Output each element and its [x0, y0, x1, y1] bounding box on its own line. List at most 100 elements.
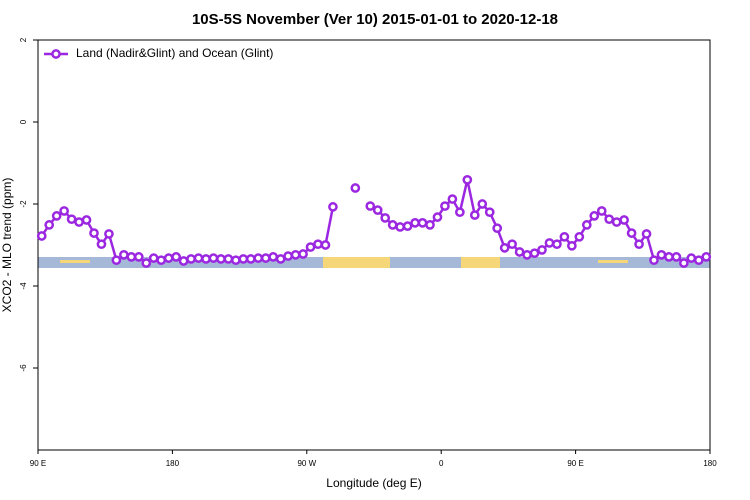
data-point — [111, 255, 122, 266]
data-point — [679, 258, 689, 268]
data-point — [119, 249, 129, 260]
data-point — [44, 220, 55, 230]
data-point — [148, 253, 159, 263]
data-point — [410, 218, 420, 228]
data-point — [432, 212, 443, 222]
data-point — [268, 252, 279, 262]
data-point — [492, 223, 503, 234]
y-tick-label: 2 — [19, 37, 28, 42]
data-point — [567, 240, 577, 251]
data-point — [89, 228, 99, 238]
data-point — [581, 220, 592, 230]
data-point — [656, 249, 667, 260]
y-tick-label: -4 — [19, 282, 28, 290]
data-point — [320, 240, 331, 250]
x-tick-label: 180 — [703, 459, 717, 468]
data-point — [664, 252, 674, 262]
data-point — [253, 253, 264, 263]
data-point — [417, 218, 428, 228]
data-point — [477, 199, 488, 209]
data-point — [484, 207, 495, 218]
data-point — [619, 215, 629, 225]
data-point — [66, 214, 77, 225]
data-point — [328, 202, 338, 212]
data-point — [499, 243, 510, 253]
data-point — [201, 254, 211, 264]
data-point — [141, 258, 152, 268]
data-point — [634, 239, 644, 250]
data-point — [611, 217, 622, 227]
data-point — [163, 253, 174, 263]
data-point — [350, 183, 361, 193]
data-point — [447, 194, 458, 204]
data-point — [193, 253, 204, 263]
data-point — [223, 254, 234, 264]
data-point — [372, 205, 383, 215]
data-point — [387, 220, 398, 230]
data-point — [365, 201, 376, 211]
data-point — [574, 231, 585, 242]
data-point — [313, 239, 323, 250]
data-point — [238, 254, 249, 264]
data-point — [671, 252, 682, 262]
x-tick-label: 90 E — [30, 459, 46, 468]
data-point — [156, 255, 167, 266]
data-point — [283, 251, 293, 261]
y-tick-label: -6 — [19, 364, 28, 372]
data-point — [507, 239, 517, 250]
data-point — [126, 252, 137, 262]
legend-label: Land (Nadir&Glint) and Ocean (Glint) — [76, 46, 273, 60]
data-point — [81, 215, 92, 225]
data-point — [469, 210, 480, 220]
x-tick-label: 90 E — [567, 459, 583, 468]
x-tick-label: 180 — [166, 459, 180, 468]
data-point — [245, 254, 256, 264]
data-point — [208, 253, 219, 263]
data-point — [178, 256, 189, 266]
data-point — [455, 207, 465, 218]
data-point — [701, 252, 712, 262]
data-point — [36, 231, 47, 241]
data-point — [290, 249, 301, 260]
data-point — [596, 206, 607, 216]
x-axis-label: Longitude (deg E) — [326, 476, 421, 490]
data-point — [649, 255, 659, 266]
data-point — [440, 201, 450, 211]
y-axis-label: XCO2 - MLO trend (ppm) — [0, 178, 14, 313]
x-tick-label: 0 — [439, 459, 444, 468]
land-ocean-band — [38, 257, 710, 268]
data-point — [305, 242, 316, 252]
land-band — [461, 257, 500, 268]
y-tick-label: -2 — [19, 200, 28, 208]
y-tick-label: 0 — [19, 119, 28, 124]
data-point — [171, 252, 181, 262]
data-point — [104, 229, 114, 239]
data-point — [260, 253, 271, 263]
data-point — [59, 206, 69, 216]
data-point — [552, 239, 562, 250]
x-tick-label: 90 W — [297, 459, 316, 468]
data-point — [96, 239, 107, 250]
chart-title: 10S-5S November (Ver 10) 2015-01-01 to 2… — [192, 11, 558, 28]
data-point — [686, 253, 697, 263]
data-point — [604, 214, 615, 225]
data-point — [380, 213, 391, 223]
data-point — [693, 255, 704, 266]
data-point — [544, 238, 555, 248]
data-point — [231, 255, 241, 266]
data-point — [51, 211, 62, 221]
data-point — [298, 249, 308, 259]
data-point — [529, 248, 540, 259]
data-point — [402, 221, 413, 231]
island-band — [598, 260, 628, 263]
island-band — [60, 260, 90, 263]
data-point — [589, 211, 600, 221]
data-point — [216, 254, 226, 264]
data-point — [626, 228, 637, 238]
data-point — [462, 174, 473, 185]
data-point — [641, 229, 652, 239]
land-band — [323, 257, 390, 268]
legend-marker — [51, 49, 61, 59]
data-point — [133, 252, 144, 262]
data-point — [559, 231, 570, 242]
